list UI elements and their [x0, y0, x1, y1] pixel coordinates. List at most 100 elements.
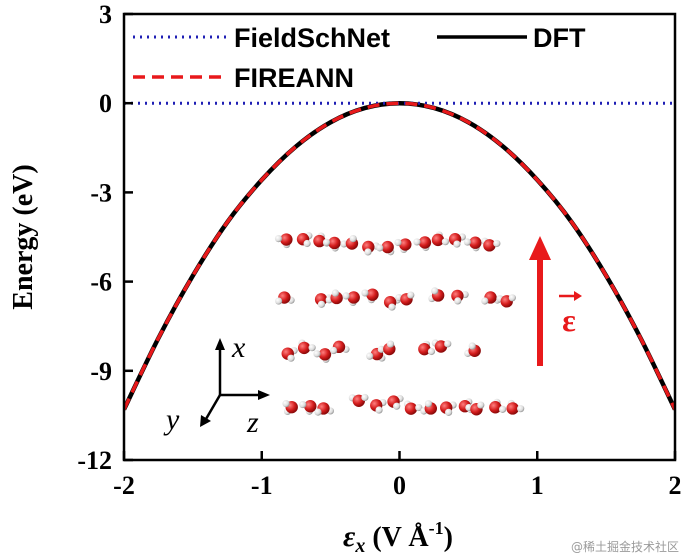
hydrogen-atom: [329, 346, 338, 355]
hydrogen-atom: [375, 406, 383, 414]
oxygen-atom: [304, 400, 317, 413]
hydrogen-atom: [349, 234, 357, 243]
inset-x-arrowhead: [215, 338, 225, 350]
oxygen-atom: [366, 288, 379, 301]
water-layer: [275, 287, 516, 311]
x-tick-label: 1: [531, 471, 544, 500]
hydrogen-atom: [468, 342, 476, 350]
oxygen-atom: [469, 236, 482, 249]
hydrogen-atom: [463, 238, 471, 246]
y-tick-label: 0: [99, 89, 112, 118]
hydrogen-atom: [364, 248, 372, 256]
inset-y-axis: [204, 394, 222, 420]
electric-field-arrow: [529, 236, 551, 366]
oxygen-atom: [431, 233, 445, 247]
y-tick-label: -3: [90, 178, 112, 207]
hydrogen-atom: [477, 401, 485, 409]
hydrogen-atom: [481, 297, 489, 305]
hydrogen-atom: [445, 408, 453, 416]
oxygen-atom: [313, 234, 326, 248]
hydrogen-atom: [282, 400, 290, 408]
watermark: @稀土掘金技术社区: [570, 540, 679, 554]
x-tick-label: -2: [113, 471, 135, 500]
hydrogen-atom: [317, 300, 326, 308]
oxygen-atom: [328, 236, 341, 250]
hydrogen-atom: [342, 292, 350, 300]
hydrogen-atom: [394, 238, 402, 247]
hydrogen-atom: [427, 347, 436, 356]
hydrogen-atom: [493, 239, 501, 248]
oxygen-atom: [489, 401, 502, 414]
oxygen-atom: [506, 402, 519, 415]
x-tick-label: 0: [393, 471, 406, 500]
legend-label-fireann: FIREANN: [234, 63, 354, 93]
y-tick-label: 3: [99, 0, 112, 29]
y-tick-label: -9: [90, 357, 112, 386]
inset-z-label: z: [246, 406, 259, 439]
inset-z-arrowhead: [258, 390, 270, 400]
hydrogen-atom: [361, 289, 369, 297]
hydrogen-atom: [274, 234, 283, 243]
inset-y-label: y: [163, 403, 180, 436]
y-axis-title: Energy (eV): [8, 164, 39, 309]
legend-label-dft: DFT: [533, 23, 586, 53]
series-layer: [124, 100, 675, 411]
hydrogen-atom: [308, 344, 316, 352]
hydrogen-atom: [499, 405, 507, 413]
oxygen-atom: [297, 341, 311, 355]
axis-ticks: [122, 12, 677, 462]
hydrogen-atom: [299, 400, 307, 409]
oxygen-atom: [399, 238, 412, 251]
hydrogen-atom: [303, 239, 311, 248]
hydrogen-atom: [388, 303, 396, 311]
hydrogen-atom: [275, 297, 283, 305]
field-vector-arrow-icon: [559, 291, 582, 301]
hydrogen-atom: [322, 238, 331, 246]
oxygen-atom: [280, 233, 293, 246]
hydrogen-atom: [517, 405, 525, 413]
hydrogen-atom: [441, 238, 450, 246]
hydrogen-atom: [431, 287, 439, 295]
coordinate-axes-inset: x y z: [163, 331, 270, 439]
hydrogen-atom: [340, 240, 348, 248]
hydrogen-atom: [407, 291, 415, 299]
legend: FieldSchNet DFT FIREANN: [133, 23, 586, 93]
y-tick-label: -6: [90, 268, 112, 297]
oxygen-atom: [404, 402, 418, 415]
oxygen-atom: [483, 239, 496, 252]
oxygen-atom: [347, 291, 360, 304]
hydrogen-atom: [366, 352, 374, 360]
y-tick-label: -12: [77, 446, 112, 475]
hydrogen-atom: [454, 297, 462, 305]
hydrogen-atom: [393, 402, 401, 410]
hydrogen-atom: [314, 408, 322, 416]
hydrogen-atom: [376, 244, 384, 252]
hydrogen-atom: [287, 354, 295, 362]
hydrogen-atom: [413, 238, 421, 246]
hydrogen-atom: [331, 289, 339, 297]
hydrogen-atom: [444, 340, 452, 348]
x-tick-label: -1: [251, 471, 273, 500]
water-layer: [274, 231, 501, 256]
hydrogen-atom: [377, 345, 385, 353]
oxygen-atom: [418, 342, 431, 356]
inset-y-arrowhead: [200, 415, 211, 427]
oxygen-atom: [418, 236, 432, 249]
field-label: ε: [562, 302, 576, 338]
hydrogen-atom: [424, 400, 433, 408]
x-axis-title: εx (V Å-1): [343, 518, 453, 557]
water-layer: [281, 339, 481, 363]
hydrogen-atom: [361, 393, 369, 402]
plot-frame: [122, 12, 677, 462]
series-line-fireann: [124, 101, 675, 411]
hydrogen-atom: [386, 340, 395, 348]
inset-x-label: x: [231, 331, 246, 364]
oxygen-atom: [381, 240, 394, 254]
hydrogen-atom: [313, 350, 321, 358]
water-molecule-inset: [274, 231, 525, 416]
water-layer: [282, 393, 525, 416]
axis-tick-labels: -2 -1 0 1 2 3 0 -3 -6 -9 -12: [77, 0, 681, 500]
oxygen-atom: [318, 348, 332, 361]
x-tick-label: 2: [669, 471, 682, 500]
